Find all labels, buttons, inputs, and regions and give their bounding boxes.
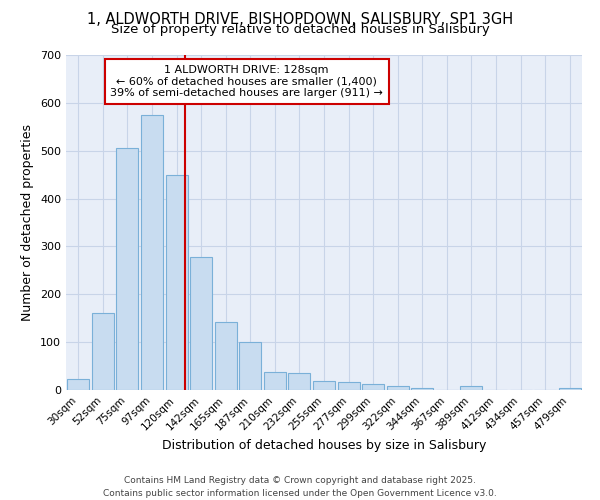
X-axis label: Distribution of detached houses by size in Salisbury: Distribution of detached houses by size … xyxy=(162,438,486,452)
Bar xyxy=(92,314,114,390)
Bar xyxy=(190,257,212,390)
Bar xyxy=(215,322,237,390)
Text: 1, ALDWORTH DRIVE, BISHOPDOWN, SALISBURY, SP1 3GH: 1, ALDWORTH DRIVE, BISHOPDOWN, SALISBURY… xyxy=(87,12,513,28)
Bar xyxy=(386,386,409,390)
Bar xyxy=(362,384,384,390)
Bar xyxy=(264,372,286,390)
Bar xyxy=(141,115,163,390)
Text: Contains HM Land Registry data © Crown copyright and database right 2025.
Contai: Contains HM Land Registry data © Crown c… xyxy=(103,476,497,498)
Bar xyxy=(239,342,262,390)
Y-axis label: Number of detached properties: Number of detached properties xyxy=(22,124,34,321)
Bar xyxy=(289,373,310,390)
Text: Size of property relative to detached houses in Salisbury: Size of property relative to detached ho… xyxy=(110,22,490,36)
Bar xyxy=(460,386,482,390)
Text: 1 ALDWORTH DRIVE: 128sqm
← 60% of detached houses are smaller (1,400)
39% of sem: 1 ALDWORTH DRIVE: 128sqm ← 60% of detach… xyxy=(110,65,383,98)
Bar xyxy=(338,382,359,390)
Bar xyxy=(559,388,581,390)
Bar xyxy=(116,148,139,390)
Bar xyxy=(411,388,433,390)
Bar xyxy=(313,382,335,390)
Bar xyxy=(166,174,188,390)
Bar xyxy=(67,380,89,390)
